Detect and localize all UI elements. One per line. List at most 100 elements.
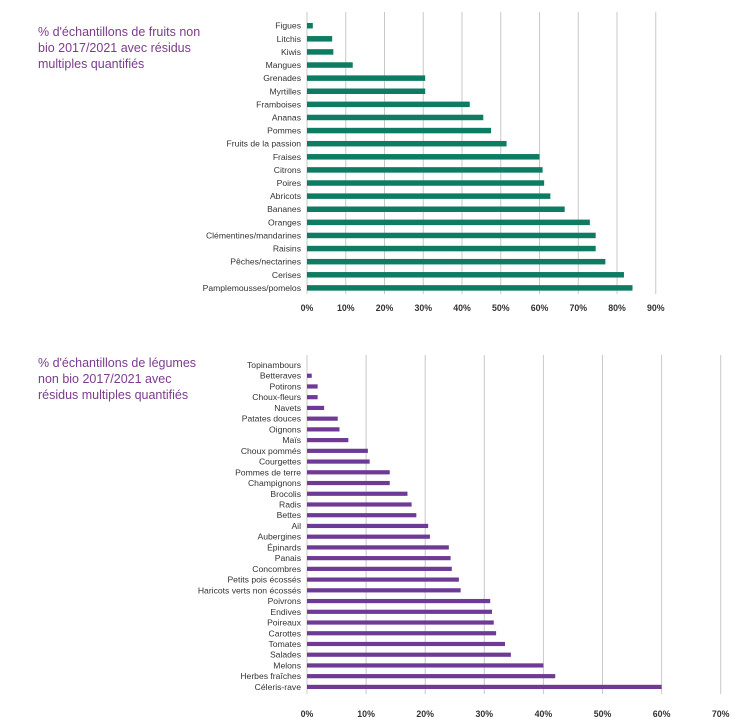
fruit-bar [307,154,540,160]
fruit-category-label: Kiwis [281,47,301,57]
vegetable-bar [307,598,491,604]
vegetable-category-label: Tomates [269,639,301,649]
vegetable-bar [307,459,370,464]
vegetable-tick-label: 50% [594,709,612,719]
vegetable-category-label: Betteraves [260,371,301,381]
vegetable-bar [307,448,368,453]
fruit-tick-label: 70% [569,303,587,313]
fruit-bar [307,193,551,199]
vegetable-bar [307,620,494,625]
fruit-bar [307,127,492,134]
vegetable-tick-label: 40% [535,709,553,719]
vegetable-category-label: Maïs [282,435,301,445]
vegetable-tick-label: 70% [712,709,730,719]
fruit-tick-label: 10% [337,303,355,313]
fruit-bar [307,167,543,173]
fruit-bar [307,75,426,81]
vegetable-category-label: Radis [279,499,301,509]
vegetable-category-label: Céleris-rave [255,682,302,692]
vegetable-bar [307,566,452,571]
vegetable-category-label: Aubergines [258,532,301,542]
fruit-bar [307,206,565,212]
fruit-bar [307,272,624,278]
fruit-tick-label: 50% [492,303,510,313]
fruit-bar [307,22,313,29]
vegetable-category-label: Herbes fraîches [240,671,301,681]
vegetable-bar [307,556,451,561]
vegetable-bar [307,577,459,582]
fruit-category-label: Myrtilles [269,86,301,96]
fruit-bar [307,140,507,147]
fruit-category-label: Mangues [266,60,301,70]
vegetable-chart-title: % d'échantillons de légumes non bio 2017… [38,356,197,402]
fruit-bar [307,258,606,265]
vegetable-category-label: Courgettes [259,457,301,467]
fruit-category-label: Grenades [263,73,301,83]
fruit-category-label: Pêches/nectarines [230,257,301,267]
vegetable-category-label: Navets [274,403,301,413]
vegetable-category-label: Épinards [267,542,301,552]
vegetable-tick-label: 0% [301,709,314,719]
fruit-bar [307,285,633,291]
vegetable-category-label: Carottes [269,628,301,638]
vegetable-category-label: Endives [270,607,301,617]
fruit-tick-label: 20% [376,303,394,313]
vegetable-category-label: Oignons [269,424,301,434]
vegetable-category-label: Champignons [248,478,301,488]
vegetable-bar [307,405,325,411]
vegetable-bar [307,684,662,689]
vegetable-bar [307,674,556,679]
vegetable-category-label: Topinambours [247,360,301,370]
fruit-tick-label: 90% [647,303,665,313]
vegetable-category-label: Potirons [269,381,301,391]
fruit-bar [307,219,590,226]
vegetable-bar [307,438,349,443]
fruit-tick-label: 40% [453,303,471,313]
vegetable-bar [307,427,340,432]
fruit-bar [307,49,334,55]
fruit-category-label: Fruits de la passion [226,139,301,149]
vegetable-bar [307,416,338,421]
vegetable-bar [307,395,318,400]
fruit-category-label: Abricots [270,191,301,201]
fruit-category-label: Fraises [273,152,301,162]
fruit-category-label: Bananes [267,204,301,214]
vegetable-bar [307,641,505,647]
vegetable-category-label: Poireaux [267,618,302,628]
vegetable-category-label: Melons [273,660,301,670]
vegetable-category-label: Choux-fleurs [252,392,301,402]
vegetable-bar [307,470,390,475]
vegetable-bar [307,631,497,636]
vegetable-category-label: Choux pommés [241,446,301,456]
vegetable-bar [307,545,449,550]
fruit-tick-label: 30% [414,303,432,313]
fruit-bar [307,180,545,186]
vegetable-bar [307,652,511,657]
vegetable-category-label: Panais [275,553,301,563]
vegetable-tick-label: 20% [416,709,434,719]
vegetable-category-label: Pommes de terre [235,467,301,477]
fruit-category-label: Oranges [268,217,301,227]
vegetable-bar [307,609,492,614]
fruit-bar [307,245,596,252]
vegetable-bar [307,480,390,486]
fruit-category-label: Ananas [272,112,301,122]
vegetable-category-label: Petits pois écossés [227,575,301,585]
fruit-category-label: Figues [275,21,301,31]
fruit-bar [307,114,484,121]
fruit-bar [307,101,470,108]
vegetable-category-label: Bettes [277,510,301,520]
vegetable-category-label: Poivrons [268,596,301,606]
vegetable-category-label: Brocolis [270,489,301,499]
fruit-tick-label: 0% [301,303,314,313]
vegetable-bar [307,513,417,518]
vegetable-category-label: Concombres [252,564,301,574]
fruit-category-label: Litchis [277,34,301,44]
vegetable-bar [307,384,318,389]
fruit-bar [307,88,426,94]
vegetable-category-label: Haricots verts non écossés [198,585,301,595]
fruit-category-label: Cerises [272,270,301,280]
vegetable-category-label: Ail [291,521,301,531]
fruit-category-label: Framboises [256,99,301,109]
